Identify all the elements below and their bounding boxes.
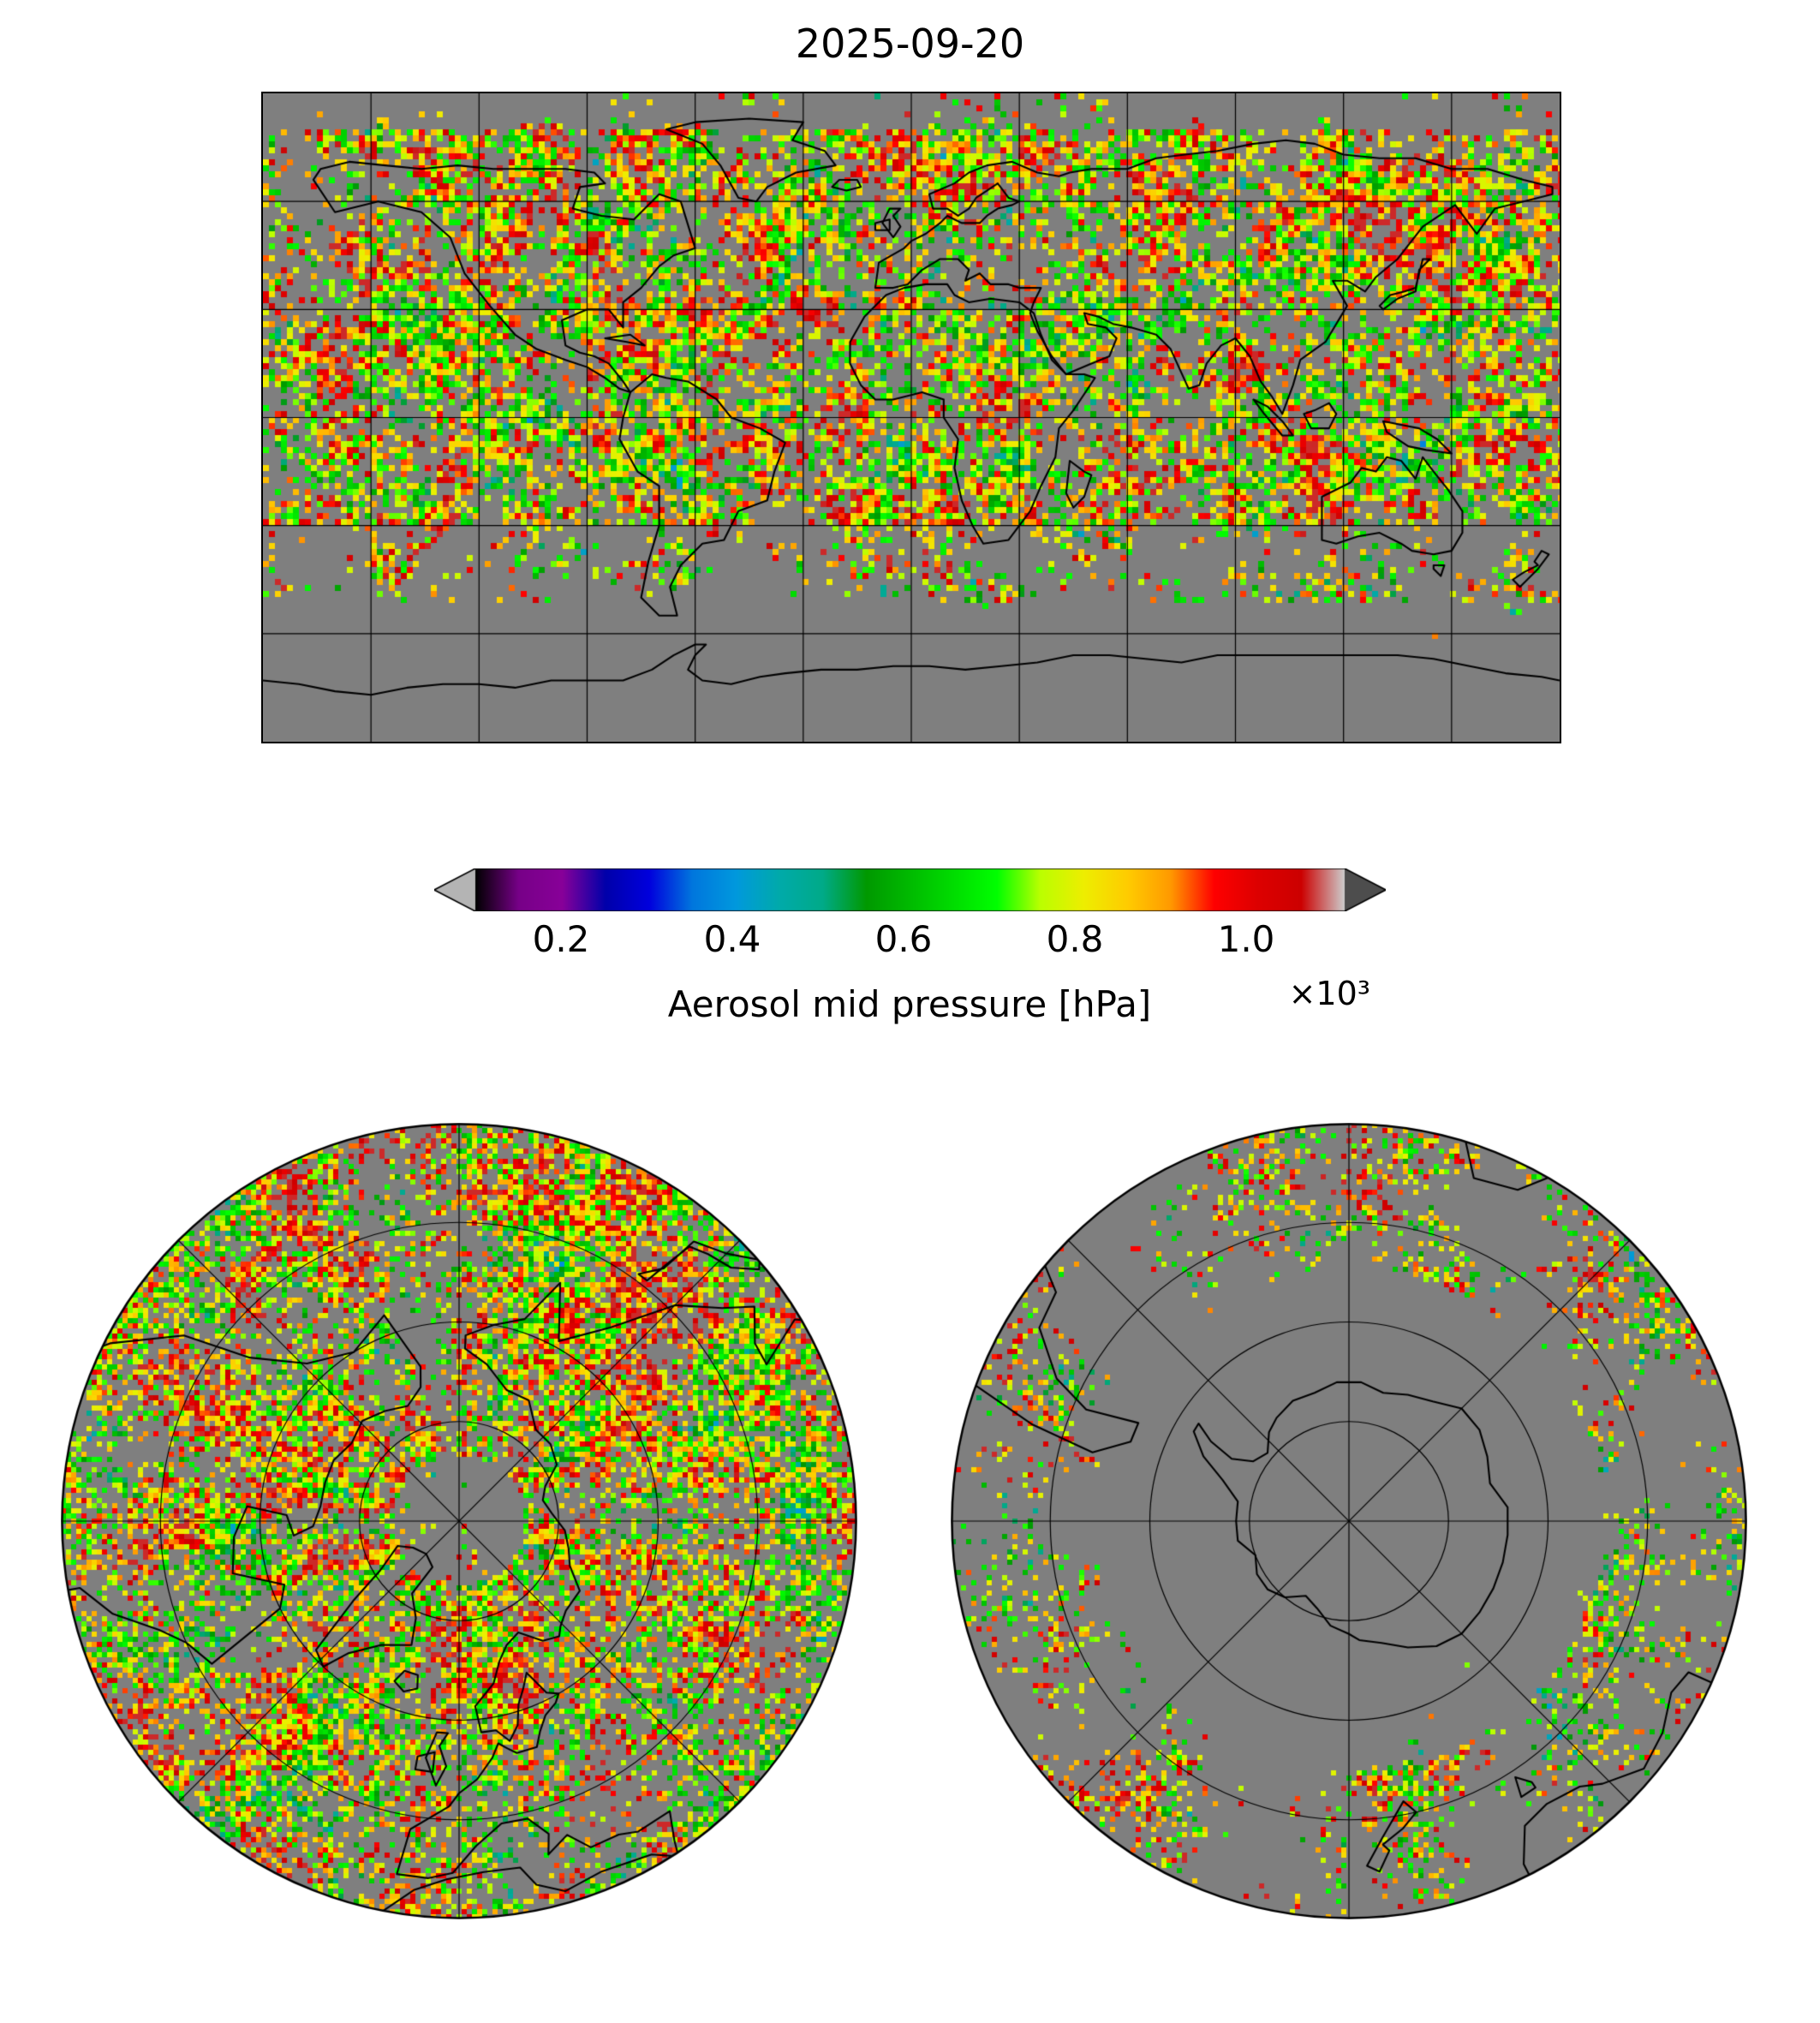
colorbar-tick-label: 1.0	[1217, 918, 1275, 960]
south-polar-map-canvas	[951, 1123, 1747, 1919]
colorbar-ticks: 0.2 0.4 0.6 0.8 1.0	[475, 918, 1345, 966]
north-polar-map-canvas	[61, 1123, 857, 1919]
colorbar-tick-label: 0.4	[703, 918, 761, 960]
colorbar-label: Aerosol mid pressure [hPa]	[667, 983, 1152, 1025]
colorbar-canvas	[434, 868, 1386, 911]
global-map-canvas	[261, 92, 1561, 743]
figure-title: 2025-09-20	[795, 21, 1025, 67]
colorbar-tick-label: 0.8	[1046, 918, 1104, 960]
colorbar-offset-label: ×10³	[1288, 975, 1370, 1012]
colorbar-tick-label: 0.2	[532, 918, 590, 960]
colorbar-tick-label: 0.6	[874, 918, 933, 960]
